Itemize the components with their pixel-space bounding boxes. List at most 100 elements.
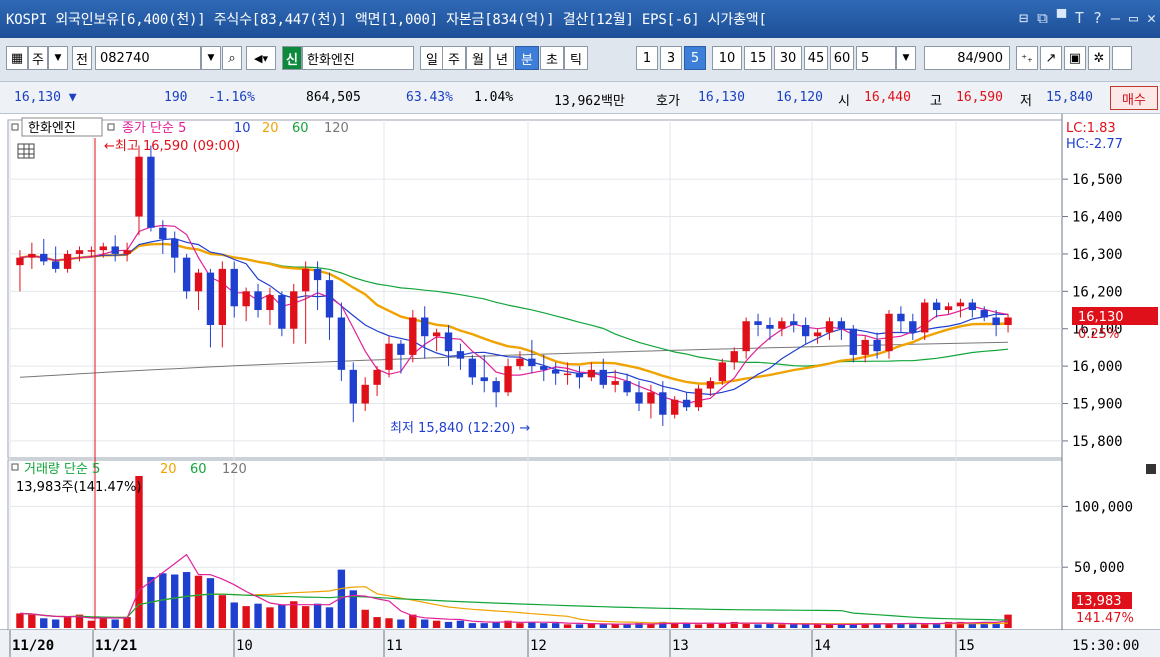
- volume-bar: [135, 476, 143, 628]
- turnover-ratio: 1.04%: [474, 90, 514, 105]
- volume-bar: [432, 620, 441, 628]
- screen-icon[interactable]: ▦: [6, 46, 28, 70]
- volume-bar: [218, 595, 227, 628]
- interval-button-10[interactable]: 10: [712, 46, 742, 70]
- period-tab-0[interactable]: 일: [420, 46, 444, 70]
- quote-bar: 16,130 ▼ 190 -1.16% 864,505 63.43% 1.04%…: [0, 82, 1160, 114]
- period-tab-1[interactable]: 주: [442, 46, 466, 70]
- volume-bar: [63, 617, 72, 628]
- volume-bar: [885, 624, 893, 628]
- low-price: 15,840: [1046, 90, 1093, 105]
- candle-body: [932, 302, 941, 311]
- candle-body: [194, 272, 203, 292]
- candle-body: [313, 268, 322, 281]
- candle-body: [159, 227, 167, 239]
- window-controls: ⊟ ⧉ ▀ T? — ▭ ✕: [1019, 9, 1156, 27]
- interval-button-15[interactable]: 15: [744, 46, 772, 70]
- candle-body: [480, 377, 488, 382]
- ma-toggle-icon[interactable]: [107, 123, 115, 131]
- change-percent: -1.16%: [208, 90, 255, 105]
- interval-dropdown-icon[interactable]: ▼: [896, 46, 916, 70]
- candle-body: [301, 268, 310, 292]
- table-icon[interactable]: [17, 143, 35, 159]
- stock-chart[interactable]: 16,500 16,400 16,300 16,200 16,100 16,000 15,9…: [0, 114, 1160, 657]
- volume-bar: [349, 590, 357, 628]
- save-icon[interactable]: ▣: [1064, 46, 1086, 70]
- search-icon[interactable]: ⌕: [222, 46, 242, 70]
- volume-bar: [111, 619, 119, 628]
- time-end-label: 15:30:00: [1072, 638, 1139, 654]
- help-icon[interactable]: ?: [1092, 9, 1102, 27]
- period-tab-4[interactable]: 분: [515, 46, 539, 70]
- volume-bar: [992, 623, 1000, 628]
- period-tab-2[interactable]: 월: [466, 46, 490, 70]
- stock-code-input[interactable]: 082740: [95, 46, 201, 70]
- panel-toggle-icon[interactable]: [11, 123, 19, 131]
- period-tab-6[interactable]: 틱: [564, 46, 588, 70]
- period-tab-5[interactable]: 초: [540, 46, 564, 70]
- title-bar: KOSPI 외국인보유[6,400(천)] 주식수[83,447(천)] 액면[…: [0, 0, 1160, 38]
- candle-body: [111, 246, 119, 254]
- candle-body: [837, 321, 846, 329]
- volume-toggle-icon[interactable]: [11, 463, 19, 471]
- price-tick-label: 16,200: [1072, 284, 1123, 300]
- maximize-icon[interactable]: ▭: [1128, 9, 1138, 27]
- interval-button-3[interactable]: 3: [660, 46, 682, 70]
- market-dropdown-icon[interactable]: ▼: [48, 46, 68, 70]
- all-button[interactable]: 전: [72, 46, 92, 70]
- legend-stock-name: 한화엔진: [28, 121, 76, 136]
- code-dropdown-icon[interactable]: ▼: [201, 46, 221, 70]
- candle-body: [409, 317, 417, 355]
- period-tab-3[interactable]: 년: [490, 46, 514, 70]
- interval-button-60[interactable]: 60: [830, 46, 854, 70]
- volume-bar: [87, 620, 96, 628]
- candle-body: [897, 313, 905, 322]
- candle-body: [337, 317, 346, 370]
- low-label: 저: [1020, 94, 1032, 109]
- candle-body: [623, 381, 631, 393]
- volume-legend-ma120: 120: [222, 462, 247, 477]
- window-icon[interactable]: ⊟: [1019, 9, 1029, 27]
- high-annotation: ←최고 16,590 (09:00): [104, 139, 240, 154]
- speaker-icon[interactable]: ◀▾: [246, 46, 276, 70]
- candle-body: [182, 257, 191, 292]
- volume-bar: [909, 623, 917, 628]
- restore-icon[interactable]: ⧉: [1037, 9, 1048, 27]
- settings-gear-icon[interactable]: ✲: [1088, 46, 1110, 70]
- interval-button-30[interactable]: 30: [774, 46, 802, 70]
- price-tick-label: 15,900: [1072, 397, 1123, 413]
- pin-icon[interactable]: ▀: [1056, 9, 1066, 27]
- candle-body: [373, 369, 381, 385]
- last-volume-tag: [1072, 592, 1132, 609]
- volume-bar: [123, 617, 131, 628]
- close-panel-icon[interactable]: [1146, 464, 1156, 474]
- interval-button-45[interactable]: 45: [804, 46, 828, 70]
- candle-body: [754, 321, 762, 325]
- candle-body: [825, 321, 834, 333]
- time-tick-label: 11: [386, 638, 403, 654]
- data-count-field[interactable]: 84/900: [924, 46, 1010, 70]
- checkbox[interactable]: [1112, 46, 1132, 70]
- candle-body: [540, 366, 548, 370]
- interval-select[interactable]: 5: [856, 46, 896, 70]
- candle-body: [28, 253, 36, 258]
- volume-bar: [325, 607, 334, 628]
- volume-bar: [456, 620, 465, 628]
- price-change: 190: [164, 90, 188, 105]
- draw-tool-icon[interactable]: ↗: [1040, 46, 1062, 70]
- buy-button[interactable]: 매수: [1110, 86, 1158, 110]
- legend-ma10: 10: [234, 121, 251, 136]
- minimize-icon[interactable]: —: [1110, 9, 1120, 27]
- candle-body: [516, 358, 524, 367]
- close-icon[interactable]: ✕: [1146, 9, 1156, 27]
- market-button[interactable]: 주: [28, 46, 48, 70]
- candle-body: [968, 302, 977, 311]
- indicator-icon[interactable]: ⁺₊: [1016, 46, 1038, 70]
- font-icon[interactable]: T: [1074, 9, 1084, 27]
- interval-button-5[interactable]: 5: [684, 46, 706, 70]
- volume-ratio: 63.43%: [406, 90, 453, 105]
- interval-button-1[interactable]: 1: [636, 46, 658, 70]
- volume-bar: [873, 623, 881, 628]
- legend-ma-label: 종가 단순 5: [122, 121, 186, 136]
- volume-bar: [968, 623, 977, 628]
